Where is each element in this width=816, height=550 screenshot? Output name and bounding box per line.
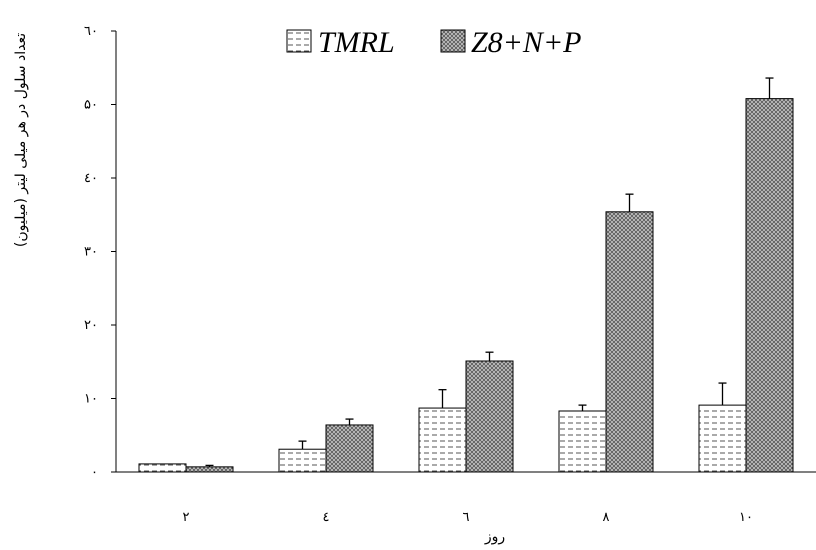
x-tick-label: ١٠: [739, 510, 753, 525]
y-tick-label: ١۰: [84, 392, 98, 407]
bar-z8np: [185, 466, 234, 473]
x-tick-labels: ۲ ٤ ٦ ٨ ١٠: [183, 510, 753, 525]
y-axis-title: تعداد سلول در هر میلی لیتر (میلیون): [13, 33, 29, 247]
bar-z8np: [465, 360, 514, 473]
y-tick-label: ۰: [91, 465, 98, 480]
bar-z8np: [325, 424, 374, 473]
y-tick-label: ٤۰: [84, 171, 98, 186]
bar-tmrl: [558, 410, 607, 473]
y-tick-label: ۲۰: [84, 318, 98, 333]
bar-z8np: [605, 211, 654, 473]
bar-tmrl: [418, 407, 467, 473]
bar-z8np: [745, 98, 794, 473]
y-tick-label: ۳۰: [84, 245, 98, 260]
y-tick-label: ۵۰: [84, 98, 98, 113]
y-tick-label: ٦۰: [84, 24, 98, 39]
bar-tmrl: [698, 404, 747, 473]
legend: TMRL Z8+N+P: [286, 26, 582, 59]
x-tick-label: ٦: [463, 510, 470, 525]
legend-label-z8np: Z8+N+P: [471, 26, 582, 59]
legend-swatch-z8np: [440, 29, 466, 53]
bar-tmrl: [138, 463, 187, 473]
legend-swatch-tmrl: [286, 29, 312, 53]
bars: [138, 77, 794, 473]
x-tick-label: ٨: [603, 510, 610, 525]
legend-label-tmrl: TMRL: [318, 26, 395, 59]
x-tick-label: ٤: [323, 510, 330, 525]
x-axis-title: روز: [484, 529, 505, 545]
bar-tmrl: [278, 448, 327, 473]
x-tick-label: ۲: [183, 510, 190, 525]
